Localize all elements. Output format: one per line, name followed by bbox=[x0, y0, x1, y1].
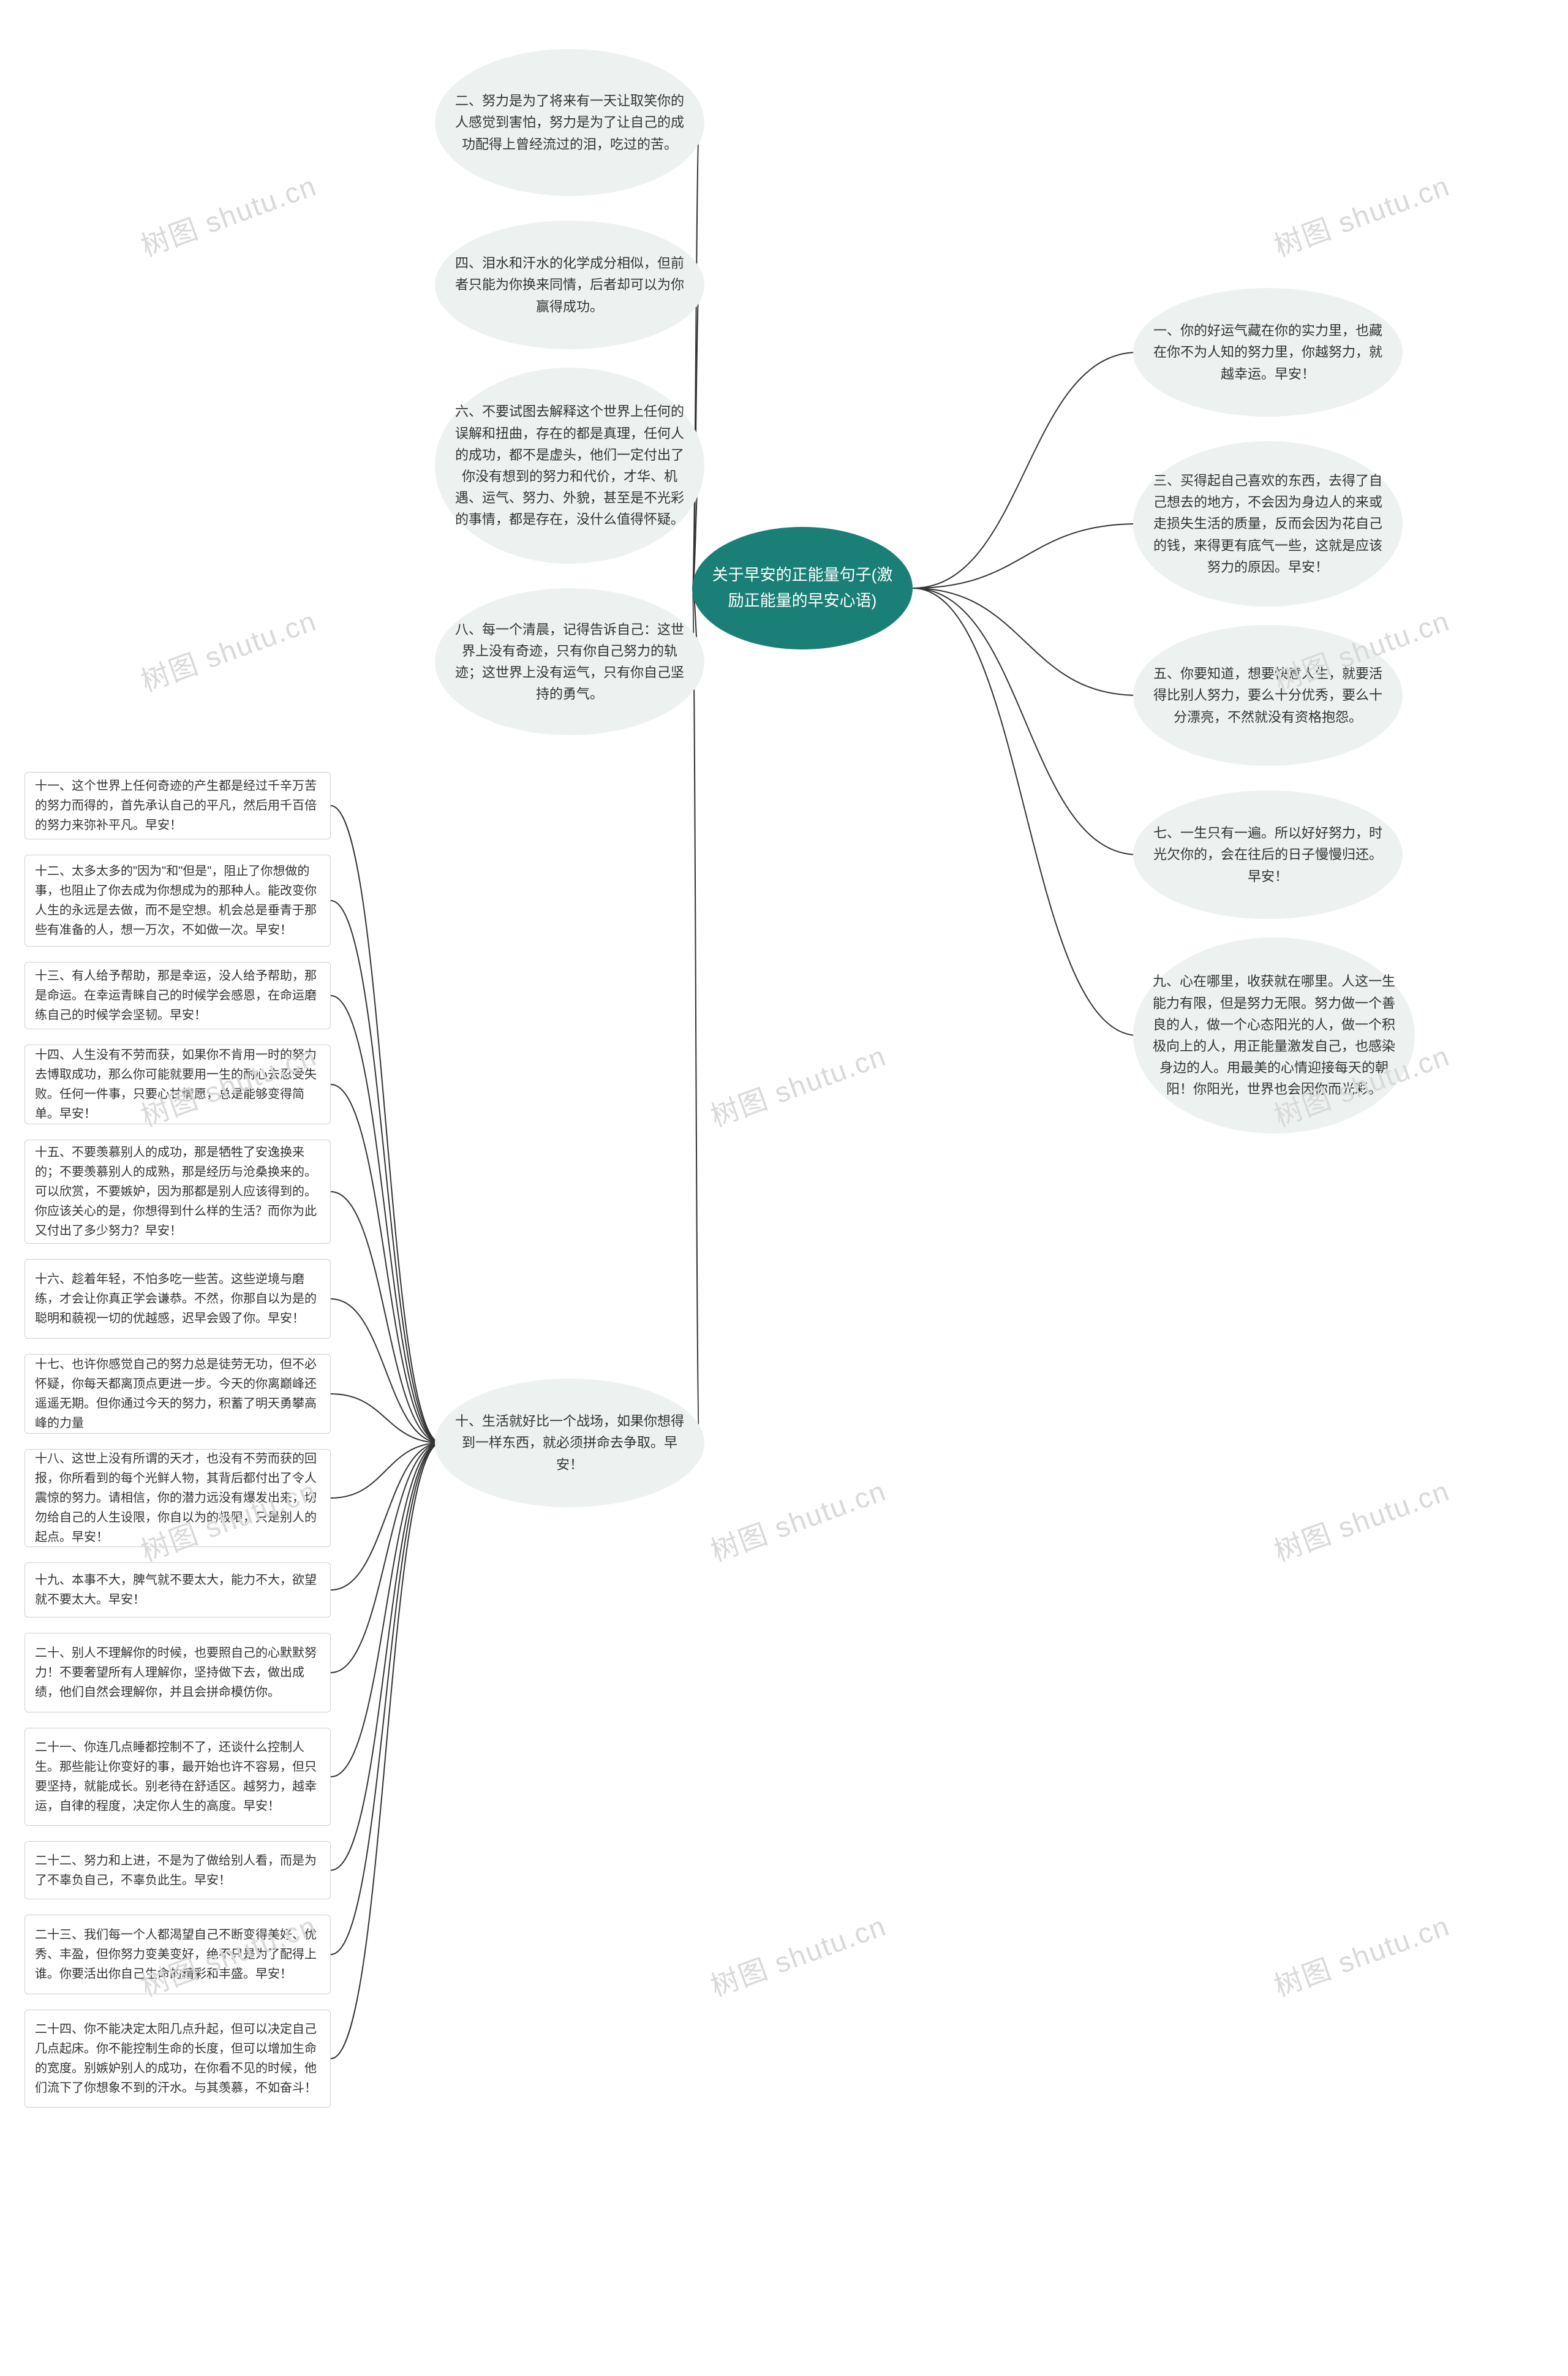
watermark: 树图 shutu.cn bbox=[135, 164, 322, 265]
node-text: 十七、也许你感觉自己的努力总是徒劳无功，但不必怀疑，你每天都离顶点更进一步。今天… bbox=[35, 1355, 320, 1433]
node-text: 二、努力是为了将来有一天让取笑你的人感觉到害怕，努力是为了让自己的成功配得上曾经… bbox=[452, 90, 687, 155]
node-text: 十九、本事不大，脾气就不要太大，能力不大，欲望就不要太大。早安！ bbox=[35, 1570, 320, 1610]
node-s11: 十一、这个世界上任何奇迹的产生都是经过千辛万苦的努力而得的，首先承认自己的平凡，… bbox=[24, 772, 331, 839]
node-r1: 一、你的好运气藏在你的实力里，也藏在你不为人知的努力里，你越努力，就越幸运。早安… bbox=[1133, 288, 1403, 417]
node-text: 十四、人生没有不劳而获，如果你不肯用一时的努力去博取成功，那么你可能就要用一生的… bbox=[35, 1045, 320, 1124]
node-s24: 二十四、你不能决定太阳几点升起，但可以决定自己几点起床。你不能控制生命的长度，但… bbox=[24, 2010, 331, 2108]
node-r7: 七、一生只有一遍。所以好好努力，时光欠你的，会在往后的日子慢慢归还。早安！ bbox=[1133, 790, 1403, 919]
node-s14: 十四、人生没有不劳而获，如果你不肯用一时的努力去博取成功，那么你可能就要用一生的… bbox=[24, 1045, 331, 1124]
watermark: 树图 shutu.cn bbox=[1268, 164, 1455, 265]
node-l10: 十、生活就好比一个战场，如果你想得到一样东西，就必须拼命去争取。早安！ bbox=[435, 1379, 704, 1507]
watermark: 树图 shutu.cn bbox=[135, 599, 322, 700]
node-text: 十六、趁着年轻，不怕多吃一些苦。这些逆境与磨练，才会让你真正学会谦恭。不然，你那… bbox=[35, 1269, 320, 1328]
watermark: 树图 shutu.cn bbox=[1268, 1904, 1455, 2005]
node-l2: 二、努力是为了将来有一天让取笑你的人感觉到害怕，努力是为了让自己的成功配得上曾经… bbox=[435, 49, 704, 196]
node-text: 关于早安的正能量句子(激励正能量的早安心语) bbox=[709, 562, 895, 613]
node-s17: 十七、也许你感觉自己的努力总是徒劳无功，但不必怀疑，你每天都离顶点更进一步。今天… bbox=[24, 1354, 331, 1434]
node-s16: 十六、趁着年轻，不怕多吃一些苦。这些逆境与磨练，才会让你真正学会谦恭。不然，你那… bbox=[24, 1259, 331, 1339]
node-text: 五、你要知道，想要快意人生，就要活得比别人努力，要么十分优秀，要么十分漂亮，不然… bbox=[1150, 663, 1385, 728]
node-root: 关于早安的正能量句子(激励正能量的早安心语) bbox=[692, 527, 913, 649]
node-s18: 十八、这世上没有所谓的天才，也没有不劳而获的回报，你所看到的每个光鲜人物，其背后… bbox=[24, 1449, 331, 1547]
mindmap-stage: 关于早安的正能量句子(激励正能量的早安心语) 一、你的好运气藏在你的实力里，也藏在… bbox=[0, 0, 1568, 2376]
watermark: 树图 shutu.cn bbox=[704, 1034, 891, 1135]
node-text: 一、你的好运气藏在你的实力里，也藏在你不为人知的努力里，你越努力，就越幸运。早安… bbox=[1150, 320, 1385, 385]
watermark: 树图 shutu.cn bbox=[704, 1469, 891, 1570]
node-s21: 二十一、你连几点睡都控制不了，还谈什么控制人生。那些能让你变好的事，最开始也许不… bbox=[24, 1728, 331, 1826]
node-text: 六、不要试图去解释这个世界上任何的误解和扭曲，存在的都是真理，任何人的成功，都不… bbox=[452, 401, 687, 530]
node-l8: 八、每一个清晨，记得告诉自己：这世界上没有奇迹，只有你自己努力的轨迹；这世界上没… bbox=[435, 588, 704, 735]
watermark: 树图 shutu.cn bbox=[1268, 1469, 1455, 1570]
node-s22: 二十二、努力和上进，不是为了做给别人看，而是为了不辜负自己，不辜负此生。早安！ bbox=[24, 1841, 331, 1899]
node-text: 九、心在哪里，收获就在哪里。人这一生能力有限，但是努力无限。努力做一个善良的人，… bbox=[1150, 970, 1398, 1100]
node-text: 十八、这世上没有所谓的天才，也没有不劳而获的回报，你所看到的每个光鲜人物，其背后… bbox=[35, 1449, 320, 1547]
node-text: 三、买得起自己喜欢的东西，去得了自己想去的地方，不会因为身边人的来或走损失生活的… bbox=[1150, 470, 1385, 578]
node-text: 七、一生只有一遍。所以好好努力，时光欠你的，会在往后的日子慢慢归还。早安！ bbox=[1150, 822, 1385, 887]
node-s13: 十三、有人给予帮助，那是幸运，没人给予帮助，那是命运。在幸运青睐自己的时候学会感… bbox=[24, 962, 331, 1029]
node-text: 二十一、你连几点睡都控制不了，还谈什么控制人生。那些能让你变好的事，最开始也许不… bbox=[35, 1738, 320, 1816]
node-text: 十、生活就好比一个战场，如果你想得到一样东西，就必须拼命去争取。早安！ bbox=[452, 1410, 687, 1475]
node-text: 二十四、你不能决定太阳几点升起，但可以决定自己几点起床。你不能控制生命的长度，但… bbox=[35, 2019, 320, 2098]
node-s20: 二十、别人不理解你的时候，也要照自己的心默默努力！不要奢望所有人理解你，坚持做下… bbox=[24, 1633, 331, 1712]
node-text: 四、泪水和汗水的化学成分相似，但前者只能为你换来同情，后者却可以为你赢得成功。 bbox=[452, 252, 687, 317]
watermark: 树图 shutu.cn bbox=[704, 1904, 891, 2005]
node-r3: 三、买得起自己喜欢的东西，去得了自己想去的地方，不会因为身边人的来或走损失生活的… bbox=[1133, 441, 1403, 607]
node-text: 十五、不要羡慕别人的成功，那是牺牲了安逸换来的；不要羡慕别人的成熟，那是经历与沧… bbox=[35, 1143, 320, 1241]
node-text: 十三、有人给予帮助，那是幸运，没人给予帮助，那是命运。在幸运青睐自己的时候学会感… bbox=[35, 966, 320, 1025]
node-s15: 十五、不要羡慕别人的成功，那是牺牲了安逸换来的；不要羡慕别人的成熟，那是经历与沧… bbox=[24, 1140, 331, 1244]
node-text: 二十、别人不理解你的时候，也要照自己的心默默努力！不要奢望所有人理解你，坚持做下… bbox=[35, 1643, 320, 1702]
node-text: 二十三、我们每一个人都渴望自己不断变得美好、优秀、丰盈，但你努力变美变好，绝不只… bbox=[35, 1925, 320, 1984]
node-text: 八、每一个清晨，记得告诉自己：这世界上没有奇迹，只有你自己努力的轨迹；这世界上没… bbox=[452, 619, 687, 705]
node-s23: 二十三、我们每一个人都渴望自己不断变得美好、优秀、丰盈，但你努力变美变好，绝不只… bbox=[24, 1915, 331, 1994]
node-text: 十二、太多太多的"因为"和"但是"，阻止了你想做的事，也阻止了你去成为你想成为的… bbox=[35, 861, 320, 940]
node-s12: 十二、太多太多的"因为"和"但是"，阻止了你想做的事，也阻止了你去成为你想成为的… bbox=[24, 855, 331, 947]
node-r9: 九、心在哪里，收获就在哪里。人这一生能力有限，但是努力无限。努力做一个善良的人，… bbox=[1133, 937, 1415, 1133]
node-r5: 五、你要知道，想要快意人生，就要活得比别人努力，要么十分优秀，要么十分漂亮，不然… bbox=[1133, 625, 1403, 766]
node-text: 二十二、努力和上进，不是为了做给别人看，而是为了不辜负自己，不辜负此生。早安！ bbox=[35, 1851, 320, 1890]
node-l4: 四、泪水和汗水的化学成分相似，但前者只能为你换来同情，后者却可以为你赢得成功。 bbox=[435, 221, 704, 349]
node-s19: 十九、本事不大，脾气就不要太大，能力不大，欲望就不要太大。早安！ bbox=[24, 1562, 331, 1617]
node-text: 十一、这个世界上任何奇迹的产生都是经过千辛万苦的努力而得的，首先承认自己的平凡，… bbox=[35, 776, 320, 835]
node-l6: 六、不要试图去解释这个世界上任何的误解和扭曲，存在的都是真理，任何人的成功，都不… bbox=[435, 368, 704, 564]
